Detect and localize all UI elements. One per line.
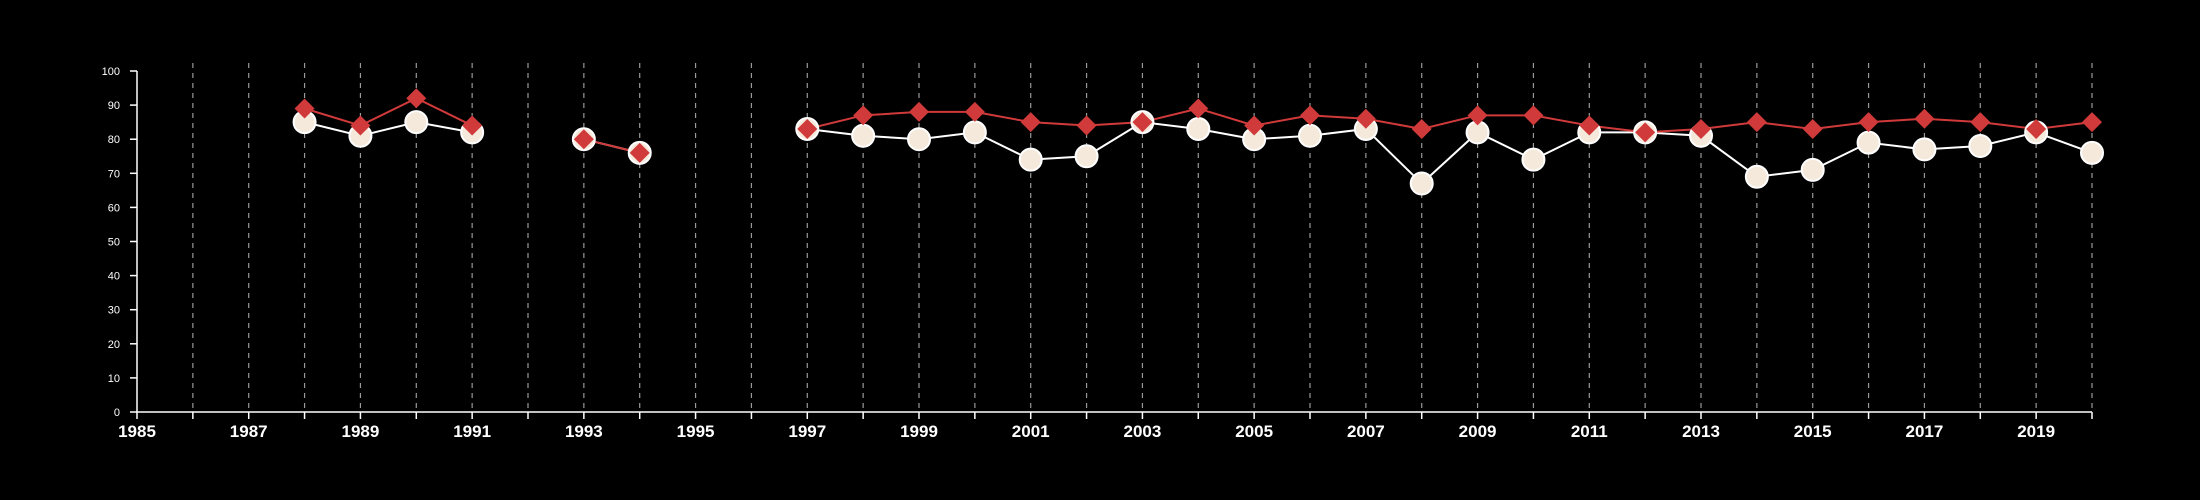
series-1-point: [907, 127, 931, 152]
x-tick-label: 1999: [900, 422, 938, 441]
series-1-point: [1968, 134, 1993, 159]
series-1-point: [962, 120, 987, 145]
series-1-point: [1521, 147, 1546, 172]
x-tick-label: 1985: [118, 422, 156, 441]
series-2-point: [1132, 112, 1153, 133]
series-2-point: [1300, 105, 1320, 126]
series-1-point: [851, 123, 876, 148]
x-tick-label: 1995: [677, 422, 715, 441]
series-2-point: [1970, 112, 1991, 133]
series-2-point: [1691, 118, 1711, 139]
series-1-point: [1186, 116, 1211, 141]
y-tick-label: 10: [108, 373, 120, 385]
tick-labels: 0 10 20 30 40 50 60 70 80 90 100 1985 1987 1989 1991 19…: [102, 66, 2055, 441]
y-tick-label: 90: [108, 100, 120, 112]
series-1-point: [1856, 130, 1881, 155]
series-2-point: [1411, 118, 1432, 139]
series-2-point: [1076, 115, 1097, 136]
series-1-point: [1018, 147, 1043, 172]
series-2-line: [304, 97, 473, 127]
series-1-point: [1744, 164, 1769, 189]
axes: [130, 70, 2093, 419]
series-2-point: [1746, 112, 1767, 133]
series-2-point: [350, 115, 371, 136]
series-2-point: [294, 98, 315, 119]
series-1-line: [807, 121, 2093, 185]
x-tick-label: 2013: [1682, 422, 1720, 441]
series-2-point: [1188, 98, 1209, 119]
series-2-point: [1579, 115, 1600, 136]
x-tick-label: 2007: [1347, 422, 1385, 441]
x-tick-label: 2015: [1794, 422, 1832, 441]
vertical-gridlines: [192, 63, 2093, 412]
series-markers: [292, 88, 2104, 196]
series-2-point: [1244, 115, 1265, 136]
x-tick-label: 2003: [1124, 422, 1162, 441]
y-tick-label: 0: [114, 407, 120, 419]
series-1-point: [404, 110, 429, 135]
series-2-point: [1020, 112, 1041, 133]
series-1-point: [2080, 140, 2104, 165]
series-2-point: [2026, 118, 2047, 139]
series-2-point: [2082, 112, 2102, 133]
x-tick-label: 2017: [1906, 422, 1944, 441]
x-tick-label: 2011: [1571, 422, 1608, 441]
series-1-point: [1074, 144, 1099, 169]
series-2-point: [797, 118, 818, 139]
x-tick-label: 1991: [453, 422, 491, 441]
series-2-point: [1802, 118, 1823, 139]
x-tick-label: 2009: [1459, 422, 1497, 441]
x-tick-label: 2019: [2017, 422, 2055, 441]
series-2-point: [1523, 105, 1544, 126]
series-1-point: [1409, 171, 1434, 196]
y-tick-label: 20: [108, 339, 120, 351]
x-tick-label: 1989: [342, 422, 380, 441]
x-tick-label: 1997: [788, 422, 826, 441]
series-1-point: [1800, 157, 1825, 182]
x-tick-label: 1987: [230, 422, 268, 441]
series-2-point: [1914, 108, 1935, 129]
series-2-point: [462, 115, 483, 136]
y-tick-label: 100: [102, 66, 120, 78]
x-tick-label: 1993: [565, 422, 603, 441]
series-2-point: [964, 101, 985, 122]
y-tick-label: 80: [108, 134, 120, 146]
y-tick-label: 60: [108, 202, 120, 214]
y-tick-label: 70: [108, 168, 120, 180]
series-1-point: [1912, 137, 1937, 162]
series-2-point: [573, 129, 594, 150]
series-2-point: [629, 142, 650, 163]
series-1-line: [304, 121, 473, 137]
y-tick-label: 40: [108, 271, 120, 283]
series-2-point: [1467, 105, 1488, 126]
series-2-point: [909, 101, 929, 122]
series-2-point: [1858, 112, 1879, 133]
x-tick-label: 2005: [1235, 422, 1273, 441]
y-tick-label: 30: [108, 305, 120, 317]
series-2-point: [1355, 108, 1376, 129]
series-2-point: [1635, 122, 1656, 143]
x-tick-label: 2001: [1012, 422, 1050, 441]
series-2-point: [853, 105, 874, 126]
series-2-line: [807, 107, 2093, 134]
series-2-point: [406, 88, 427, 109]
series-1-point: [1298, 123, 1322, 148]
y-tick-label: 50: [108, 237, 120, 249]
